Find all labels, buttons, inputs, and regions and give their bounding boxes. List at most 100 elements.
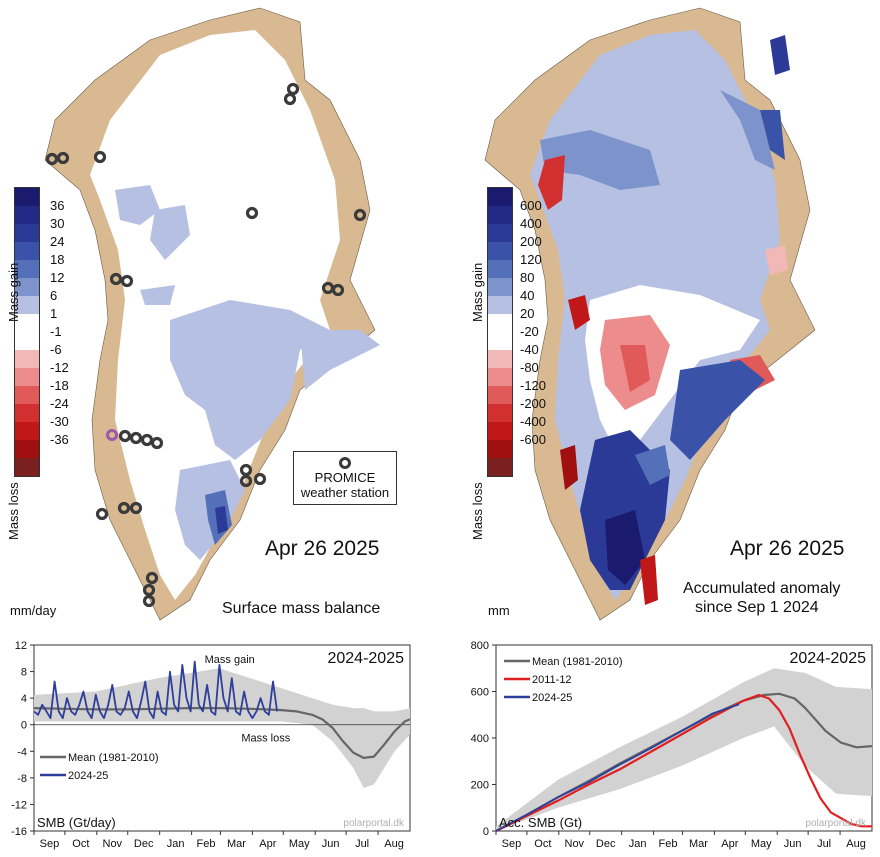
y-tick-label: 8 <box>21 667 27 679</box>
colorbar-tick-label: 24 <box>50 234 65 249</box>
greenland-smb-map <box>44 7 380 621</box>
accumulation-patch <box>215 506 228 534</box>
colorbar-tick-label: -36 <box>50 432 69 447</box>
x-tick-label: Apr <box>259 838 276 850</box>
anomaly-field <box>720 90 775 170</box>
anomaly-gain-patch <box>635 445 670 485</box>
station-marker <box>145 571 159 585</box>
station-marker <box>118 429 132 443</box>
colorbar-tick-label: 36 <box>50 198 65 213</box>
station-marker <box>283 92 297 106</box>
station-marker <box>150 436 164 450</box>
anomaly-map-date: Apr 26 2025 <box>730 537 845 560</box>
station-marker <box>245 206 259 220</box>
colorbar-tick-label: -600 <box>520 432 547 447</box>
anomaly-gain-patch <box>605 510 645 585</box>
colorbar-tick-label: 18 <box>50 252 65 267</box>
colorbar-tick-label: 600 <box>520 198 542 213</box>
colorbar-tick-label: -120 <box>520 378 547 393</box>
colorbar-tick-label: -400 <box>520 414 547 429</box>
station-marker <box>353 208 367 222</box>
anomaly-loss-patch <box>538 155 565 210</box>
station-marker <box>129 501 143 515</box>
colorbar-tick-label: 20 <box>520 306 535 321</box>
station-marker <box>109 272 123 286</box>
station-marker <box>56 151 70 165</box>
anomaly-colorbar <box>487 187 513 477</box>
legend-label: 2011-12 <box>532 674 572 686</box>
y-tick-label: 0 <box>483 826 489 838</box>
station-marker <box>142 583 156 597</box>
anomaly-field <box>540 130 660 190</box>
station-markers <box>45 82 367 608</box>
y-axis-label: Acc. SMB (Gt) <box>499 815 582 830</box>
x-tick-label: Dec <box>134 838 154 850</box>
accumulation-patch <box>150 205 190 260</box>
accumulation-patch <box>115 185 160 225</box>
colorbar-tick-label: -40 <box>520 342 539 357</box>
x-tick-label: Jan <box>629 838 647 850</box>
smb-colorbar <box>14 187 40 477</box>
colorbar-tick-label: 1 <box>50 306 58 321</box>
colorbar-tick-label: -200 <box>520 396 547 411</box>
x-tick-label: Jul <box>817 838 831 850</box>
x-tick-label: Nov <box>565 838 585 850</box>
y-tick-label: -12 <box>11 799 27 811</box>
y-tick-label: 4 <box>21 693 27 705</box>
anomaly-gain-patch <box>770 35 790 75</box>
x-tick-label: Jun <box>784 838 802 850</box>
y-tick-label: 400 <box>471 733 489 745</box>
colorbar-tick-label: -80 <box>520 360 539 375</box>
station-marker <box>140 433 154 447</box>
series-line <box>33 707 411 759</box>
y-tick-label: 0 <box>21 720 27 732</box>
smb-map-date: Apr 26 2025 <box>265 537 380 560</box>
station-marker <box>45 152 59 166</box>
station-marker <box>117 501 131 515</box>
station-marker-highlight <box>106 429 118 441</box>
station-marker <box>129 431 143 445</box>
colorbar-tick-label: -18 <box>50 378 69 393</box>
accumulated-smb-chart: 800 600 400 200 0 Sep Oct Nov Dec Jan Feb Mar Apr May… <box>471 640 873 850</box>
mass-gain-label: Mass gain <box>470 262 485 322</box>
anomaly-loss-patch <box>568 295 590 330</box>
colorbar-tick-label: 200 <box>520 234 542 249</box>
x-tick-label: Dec <box>596 838 616 850</box>
mass-loss-label: Mass loss <box>470 482 485 540</box>
x-tick-label: Aug <box>846 838 866 850</box>
y-tick-label: -4 <box>17 746 27 758</box>
watermark: polarportal.dk <box>343 818 405 829</box>
x-tick-label: Jan <box>167 838 185 850</box>
y-tick-label: 12 <box>15 640 27 652</box>
daily-smb-chart: 12 8 4 0 -4 -8 -12 -16 Sep Oct Nov Dec Jan Feb Mar Apr M… <box>11 640 411 850</box>
annotation-mass-gain: Mass gain <box>205 654 255 666</box>
x-tick-label: Oct <box>72 838 89 850</box>
series-line <box>495 693 872 832</box>
y-axis-label: SMB (Gt/day) <box>37 815 116 830</box>
x-tick-label: Jun <box>322 838 340 850</box>
station-marker <box>239 474 253 488</box>
chart-title: 2024-2025 <box>789 650 866 667</box>
station-marker <box>239 463 253 477</box>
accumulation-patch <box>300 330 380 390</box>
x-tick-label: May <box>751 838 772 850</box>
colorbar-tick-label: -24 <box>50 396 69 411</box>
station-marker <box>331 283 345 297</box>
station-marker <box>142 594 156 608</box>
station-marker <box>286 82 300 96</box>
station-legend-icon <box>339 457 351 469</box>
anomaly-loss-patch <box>640 555 658 605</box>
station-legend: PROMICE weather station <box>293 451 397 505</box>
colorbar-tick-label: 400 <box>520 216 542 231</box>
colorbar-tick-label: -20 <box>520 324 539 339</box>
smb-map-title: Surface mass balance <box>222 600 381 617</box>
greenland-anomaly-map <box>484 7 816 621</box>
colorbar-tick-label: 120 <box>520 252 542 267</box>
accumulation-patch <box>140 285 175 305</box>
x-tick-label: Aug <box>384 838 404 850</box>
anomaly-map-panel: 600 400 200 120 80 40 20 -20 -40 -80 -120 -200 -400 -… <box>440 0 880 630</box>
x-tick-label: Oct <box>534 838 551 850</box>
y-tick-label: -16 <box>11 826 27 838</box>
x-tick-label: Apr <box>721 838 738 850</box>
station-marker <box>120 274 134 288</box>
